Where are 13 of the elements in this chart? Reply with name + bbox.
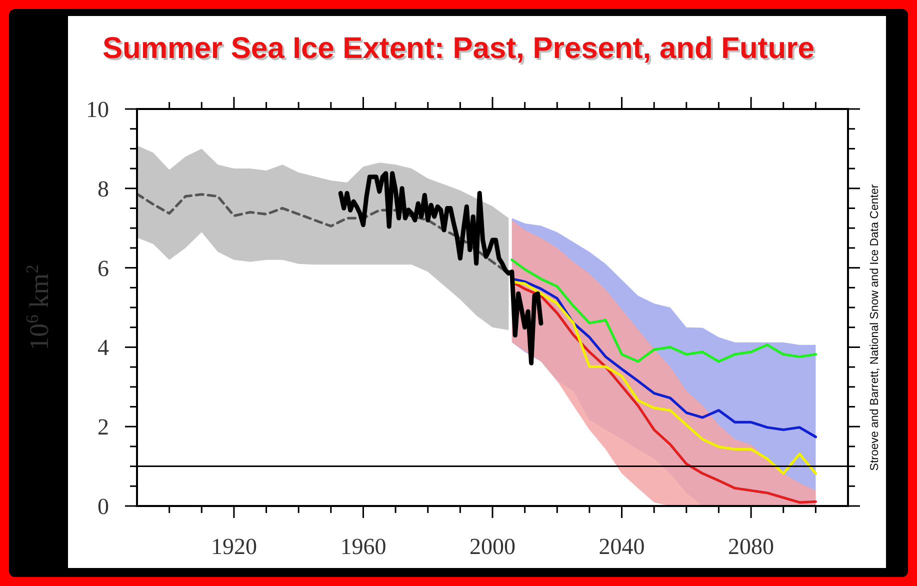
y-tick-label: 4	[98, 335, 110, 360]
y-tick-label: 0	[98, 494, 109, 519]
chart-title: Summer Sea Ice Extent: Past, Present, and Future	[104, 34, 816, 67]
y-tick-label: 6	[98, 256, 109, 281]
y-tick-label: 8	[98, 176, 109, 202]
x-tick-label: 1920	[210, 534, 257, 559]
x-tick-label: 2000	[470, 534, 516, 559]
x-tick-label: 2080	[728, 534, 774, 559]
y-tick-label: 2	[98, 414, 109, 440]
y-tick-label: 10	[86, 97, 109, 122]
x-tick-label: 1960	[340, 534, 386, 559]
text: Stroeve and Barrett, National Snow and Ice Data Center	[869, 184, 881, 471]
x-tick-label: 2040	[598, 534, 645, 559]
